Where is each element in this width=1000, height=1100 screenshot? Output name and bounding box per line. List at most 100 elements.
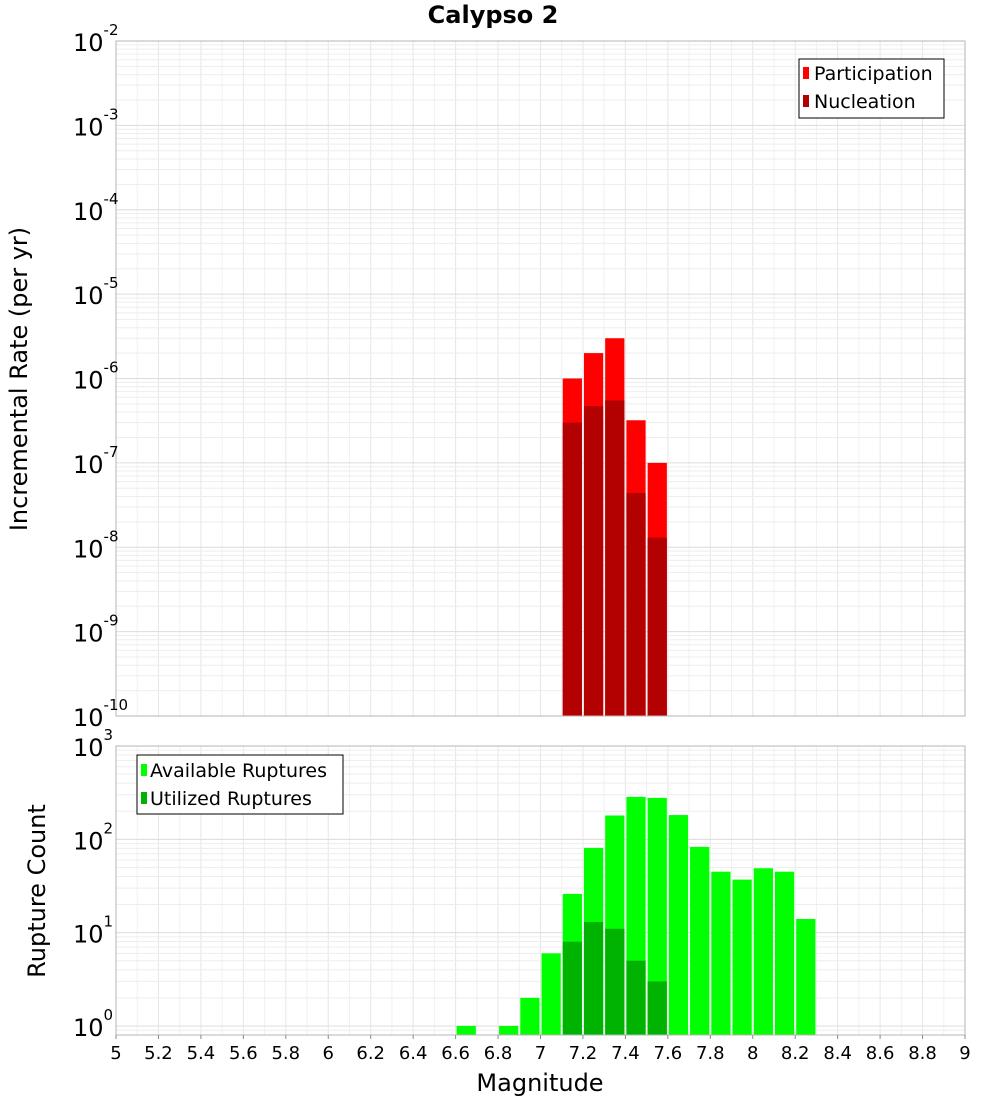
top-y-ticks: 10-210-310-410-510-610-710-810-910-10	[73, 21, 128, 732]
x-tick-label: 8.8	[908, 1043, 937, 1064]
x-tick-label: 6.2	[356, 1043, 385, 1064]
bar-nucleation	[562, 422, 582, 716]
legend-swatch-available-ruptures	[141, 764, 147, 776]
bar-available-ruptures	[499, 1025, 519, 1035]
y-tick-exponent: 0	[104, 1006, 114, 1024]
y-tick-base: 10	[73, 734, 104, 762]
y-tick-base: 10	[73, 282, 104, 310]
y-tick-base: 10	[73, 620, 104, 648]
bar-nucleation	[626, 492, 646, 716]
bar-utilized-ruptures	[626, 960, 646, 1035]
x-tick-label: 8.2	[781, 1043, 810, 1064]
legend-label-utilized-ruptures: Utilized Ruptures	[150, 788, 312, 810]
bar-nucleation	[647, 537, 667, 716]
x-tick-label: 8.6	[866, 1043, 895, 1064]
y-tick-label: 10-10	[73, 696, 128, 732]
y-tick-label: 103	[73, 726, 113, 762]
x-tick-label: 7.2	[569, 1043, 598, 1064]
y-tick-base: 10	[73, 198, 104, 226]
bar-nucleation	[605, 400, 625, 716]
x-tick-label: 7.4	[611, 1043, 640, 1064]
legend-label-nucleation: Nucleation	[814, 91, 916, 113]
y-tick-label: 10-5	[73, 274, 119, 310]
top-legend-box	[798, 58, 945, 119]
y-tick-base: 10	[73, 704, 104, 732]
y-tick-exponent: -7	[104, 443, 119, 461]
bar-available-ruptures	[520, 997, 540, 1035]
legend-label-participation: Participation	[814, 63, 933, 85]
x-tick-label: 5	[110, 1043, 121, 1064]
y-tick-base: 10	[73, 921, 104, 949]
legend-swatch-nucleation	[803, 95, 809, 107]
y-tick-label: 100	[73, 1006, 113, 1042]
bottom-legend: Available Ruptures Utilized Ruptures	[136, 754, 344, 815]
bar-utilized-ruptures	[583, 922, 604, 1035]
x-tick-label: 6.4	[399, 1043, 428, 1064]
y-tick-exponent: -2	[104, 21, 119, 39]
legend-swatch-utilized-ruptures	[141, 792, 147, 804]
y-tick-label: 10-3	[73, 105, 119, 141]
x-axis-label: Magnitude	[476, 1069, 603, 1097]
top-plot-border	[115, 40, 966, 717]
y-tick-base: 10	[73, 29, 104, 57]
bottom-y-axis-label: Rupture Count	[23, 804, 51, 978]
y-tick-exponent: 1	[104, 913, 114, 931]
y-tick-exponent: -3	[104, 105, 119, 123]
x-tick-label: 6.6	[441, 1043, 470, 1064]
bar-available-ruptures	[711, 871, 731, 1035]
y-tick-base: 10	[73, 1014, 104, 1042]
y-tick-exponent: 3	[104, 726, 114, 744]
x-tick-label: 7.8	[696, 1043, 725, 1064]
x-tick-label: 5.2	[144, 1043, 173, 1064]
bar-available-ruptures	[796, 919, 816, 1035]
top-y-axis-label: Incremental Rate (per yr)	[5, 227, 33, 531]
bar-available-ruptures	[647, 797, 667, 1035]
y-tick-label: 101	[73, 913, 113, 949]
y-tick-exponent: 2	[104, 819, 114, 837]
y-tick-base: 10	[73, 535, 104, 563]
y-tick-label: 102	[73, 819, 113, 855]
bar-utilized-ruptures	[605, 928, 625, 1035]
bottom-grid	[115, 746, 966, 1036]
bottom-x-ticks: 5 5.2 5.4 5.6 5.8 6 6.2 6.4 6.6 6.8 7 7.2 7.4 7.6 7.8 8…	[110, 1035, 971, 1064]
bar-available-ruptures	[456, 1025, 476, 1035]
bar-available-ruptures	[732, 879, 752, 1035]
bar-utilized-ruptures	[647, 981, 667, 1035]
x-tick-label: 8	[747, 1043, 758, 1064]
bar-utilized-ruptures	[562, 941, 582, 1035]
y-tick-label: 10-2	[73, 21, 119, 57]
y-tick-exponent: -10	[104, 696, 129, 714]
bar-available-ruptures	[541, 953, 561, 1035]
bottom-bars	[456, 796, 816, 1035]
chart-title: Calypso 2	[428, 1, 559, 29]
legend-swatch-participation	[803, 67, 809, 79]
bar-nucleation	[583, 406, 604, 716]
bar-available-ruptures	[668, 815, 689, 1035]
legend-label-available-ruptures: Available Ruptures	[150, 760, 327, 782]
y-tick-base: 10	[73, 113, 104, 141]
y-tick-label: 10-4	[73, 190, 119, 226]
y-tick-exponent: -8	[104, 527, 119, 545]
x-tick-label: 8.4	[823, 1043, 852, 1064]
bar-available-ruptures	[690, 846, 710, 1035]
x-tick-label: 5.6	[229, 1043, 258, 1064]
y-tick-label: 10-6	[73, 359, 119, 395]
x-tick-label: 5.8	[271, 1043, 300, 1064]
top-bars	[562, 338, 667, 716]
top-panel: 10-210-310-410-510-610-710-810-910-10 In…	[5, 21, 966, 732]
y-tick-label: 10-7	[73, 443, 119, 479]
x-tick-label: 9	[959, 1043, 970, 1064]
y-tick-base: 10	[73, 827, 104, 855]
top-grid	[115, 41, 966, 717]
x-tick-label: 6	[323, 1043, 334, 1064]
bottom-legend-box	[136, 754, 344, 815]
bar-available-ruptures	[753, 868, 773, 1035]
x-tick-label: 5.4	[187, 1043, 216, 1064]
x-tick-label: 6.8	[484, 1043, 513, 1064]
y-tick-exponent: -4	[104, 190, 119, 208]
x-tick-label: 7.6	[654, 1043, 683, 1064]
y-tick-label: 10-9	[73, 612, 119, 648]
